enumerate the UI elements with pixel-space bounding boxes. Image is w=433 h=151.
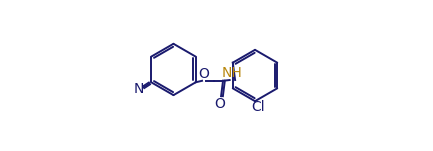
Text: N: N bbox=[134, 82, 144, 96]
Text: Cl: Cl bbox=[251, 100, 265, 114]
Text: O: O bbox=[214, 97, 225, 111]
Text: NH: NH bbox=[222, 66, 243, 80]
Text: O: O bbox=[199, 67, 210, 80]
